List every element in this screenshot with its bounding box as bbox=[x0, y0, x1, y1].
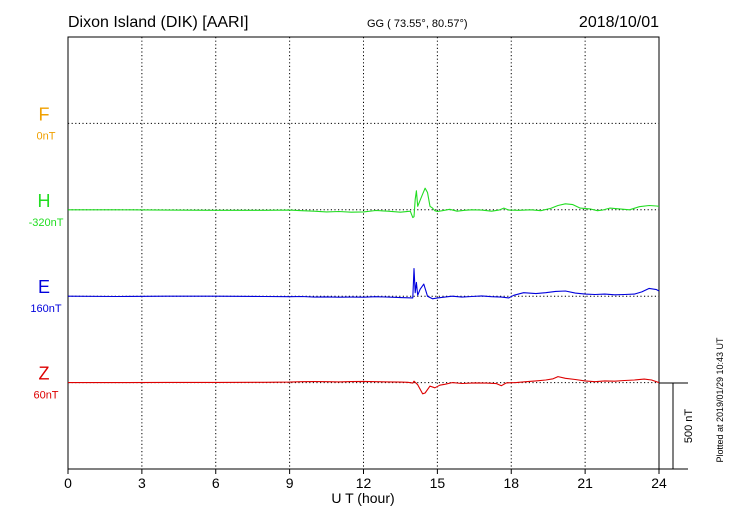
x-tick-label: 6 bbox=[212, 475, 220, 491]
x-tick-label: 15 bbox=[430, 475, 446, 491]
plotted-timestamp: Plotted at 2019/01/29 10:43 UT bbox=[715, 337, 725, 463]
component-labels: F 0nT H -320nT E 160nT Z 60nT bbox=[29, 104, 64, 401]
x-axis-ticks: 0 3 6 9 12 15 18 21 24 bbox=[64, 469, 667, 491]
station-title: Dixon Island (DIK) [AARI] bbox=[68, 14, 249, 31]
scale-bar: 500 nT bbox=[659, 382, 695, 470]
grid bbox=[68, 37, 659, 469]
component-label-z: Z bbox=[39, 364, 50, 384]
baseline-label-h: -320nT bbox=[29, 217, 64, 229]
x-tick-label: 21 bbox=[577, 475, 593, 491]
series-line-h bbox=[68, 187, 660, 219]
component-label-f: F bbox=[39, 104, 50, 124]
x-tick-label: 9 bbox=[286, 475, 294, 491]
component-label-e: E bbox=[38, 277, 50, 297]
series-lines bbox=[67, 187, 660, 395]
coordinates-label: GG ( 73.55°, 80.57°) bbox=[367, 18, 468, 30]
baseline-label-z: 60nT bbox=[33, 390, 58, 402]
x-tick-label: 3 bbox=[138, 475, 146, 491]
x-tick-label: 12 bbox=[356, 475, 372, 491]
date-label: 2018/10/01 bbox=[579, 14, 659, 31]
scale-bar-label: 500 nT bbox=[683, 409, 695, 444]
component-label-h: H bbox=[38, 191, 51, 211]
baseline-label-e: 160nT bbox=[30, 303, 61, 315]
series-line-z bbox=[68, 376, 660, 395]
x-tick-label: 0 bbox=[64, 475, 72, 491]
x-axis-title: U T (hour) bbox=[331, 490, 394, 506]
baseline-label-f: 0nT bbox=[37, 130, 56, 142]
x-tick-label: 24 bbox=[651, 475, 667, 491]
series-line-e bbox=[67, 268, 660, 300]
x-tick-label: 18 bbox=[503, 475, 519, 491]
